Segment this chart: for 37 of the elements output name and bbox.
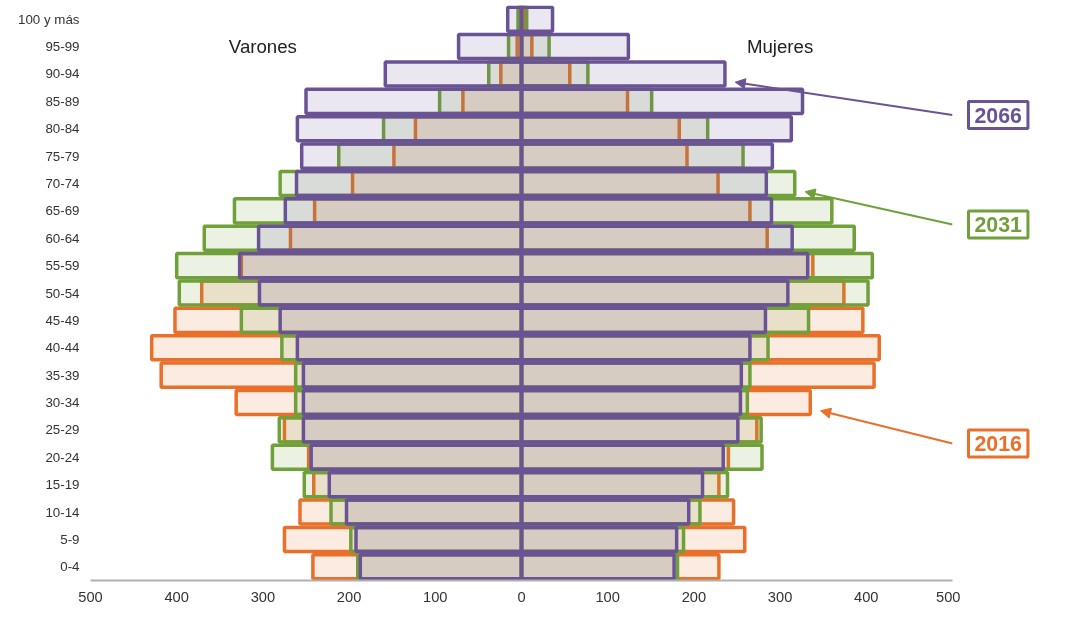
x-tick-label: 0 bbox=[517, 588, 526, 605]
x-tick-label: 100 bbox=[595, 588, 620, 605]
y-tick-label: 15-19 bbox=[45, 477, 80, 493]
y-tick-label: 25-29 bbox=[45, 422, 80, 438]
y-tick-label: 20-24 bbox=[45, 449, 81, 465]
y-tick-label: 80-84 bbox=[45, 121, 81, 137]
y-tick-label: 40-44 bbox=[45, 340, 81, 356]
y-tick-label: 90-94 bbox=[45, 66, 81, 82]
y-tick-label: 10-14 bbox=[45, 504, 81, 520]
x-tick-label: 400 bbox=[164, 588, 189, 605]
x-tick-label: 300 bbox=[250, 588, 276, 605]
y-tick-label: 50-54 bbox=[45, 285, 81, 301]
x-tick-label: 300 bbox=[767, 588, 793, 605]
y-tick-label: 100 y más bbox=[18, 11, 80, 27]
text: 2066 bbox=[974, 103, 1023, 128]
y-tick-label: 65-69 bbox=[45, 203, 80, 219]
y-tick-label: 95-99 bbox=[45, 39, 80, 55]
text: 2016 bbox=[974, 432, 1023, 457]
x-tick-label: 500 bbox=[78, 588, 103, 605]
y-tick-label: 70-74 bbox=[45, 175, 81, 191]
y-tick-label: 55-59 bbox=[45, 258, 80, 274]
y-tick-label: 35-39 bbox=[45, 367, 80, 383]
x-tick-label: 200 bbox=[681, 588, 707, 605]
x-tick-label: 400 bbox=[854, 588, 879, 605]
y-tick-label: 45-49 bbox=[45, 312, 80, 328]
y-tick-label: 75-79 bbox=[45, 148, 80, 164]
y-tick-label: 85-89 bbox=[45, 93, 80, 109]
y-tick-label: 5-9 bbox=[60, 531, 80, 547]
x-tick-label: 100 bbox=[423, 588, 448, 605]
x-tick-label: 500 bbox=[936, 588, 961, 605]
y-tick-label: 0-4 bbox=[60, 559, 81, 575]
text: 2031 bbox=[974, 213, 1023, 238]
y-tick-label: 60-64 bbox=[45, 230, 81, 246]
annotation: Mujeres bbox=[746, 36, 814, 58]
y-tick-label: 30-34 bbox=[45, 395, 81, 411]
x-tick-label: 200 bbox=[336, 588, 362, 605]
annotation: Varones bbox=[228, 36, 297, 58]
